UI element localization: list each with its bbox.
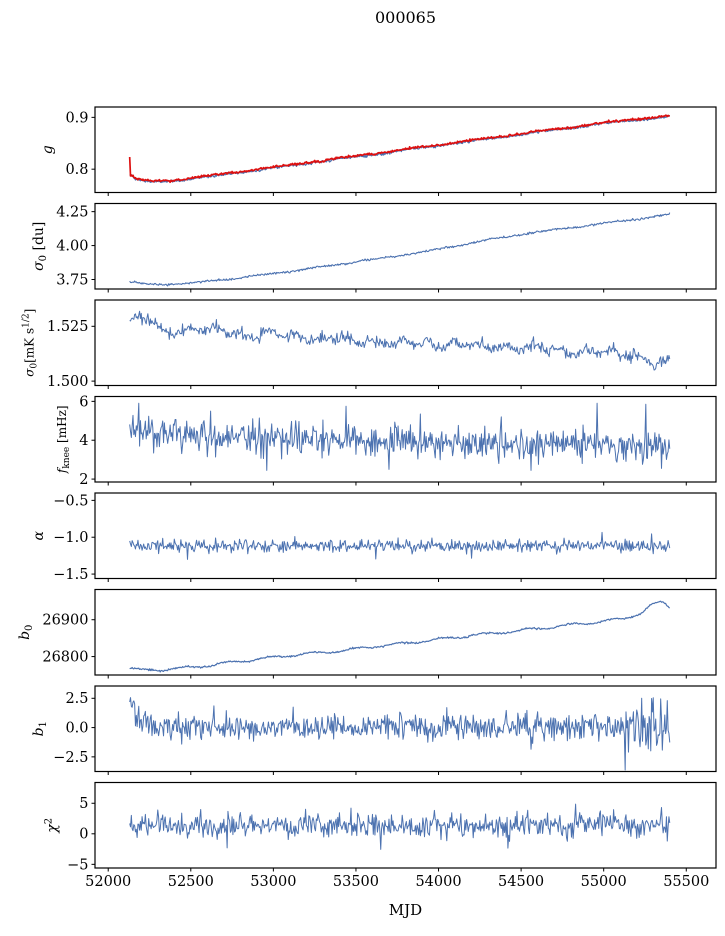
x-axis-label: MJD (388, 901, 423, 919)
x-tick-label: 55000 (581, 874, 627, 890)
panel-sigma0_du: 3.75 4.00 4.25 σ0 [du] (31, 202, 717, 293)
y-tick-label: 5 (79, 796, 88, 812)
y-tick-label: 0.8 (65, 162, 88, 178)
y-tick-label: 1.500 (47, 374, 89, 390)
panel-frame (94, 106, 717, 194)
x-tick-label: 54000 (415, 874, 461, 890)
panel-frame (94, 588, 717, 676)
y-tick-label: −1.5 (53, 567, 88, 583)
y-tick-label: 0 (79, 827, 88, 843)
panel-frame (94, 299, 717, 387)
y-tick-label: 2 (79, 472, 88, 488)
y-tick-label: −1.0 (53, 530, 88, 546)
y-tick-label: 26900 (42, 613, 88, 629)
y-axis-label: b1 (31, 721, 49, 736)
y-axis-label: b0 (17, 625, 35, 640)
series-line-sigma0_du (129, 212, 671, 287)
y-tick-label: 4.25 (56, 205, 88, 221)
panel-b1: −2.5 0.0 2.5 b1 (31, 685, 717, 775)
y-tick-label: 2.5 (65, 691, 88, 707)
y-tick-label: 0.0 (65, 721, 88, 737)
y-axis-label: σ0[mK s1/2] (22, 309, 40, 377)
panel-b0: 26800 26900 b0 (17, 588, 717, 679)
panel-frame (94, 492, 717, 580)
y-tick-label: 26800 (42, 650, 88, 666)
x-tick-label: 53500 (333, 874, 379, 890)
y-tick-label: −2.5 (53, 750, 88, 766)
y-tick-label: 4.00 (56, 239, 88, 255)
y-tick-label: 6 (79, 394, 88, 410)
y-tick-label: 0.9 (65, 110, 88, 126)
panel-f_knee: 2 4 6 fknee [mHz] (55, 394, 717, 488)
series-line-b1 (129, 697, 671, 771)
series-line-g-overlay (128, 114, 671, 184)
x-tick-label: 52000 (85, 874, 131, 890)
y-axis-label: α (31, 530, 47, 540)
panel-g: 0.8 0.9 g (40, 106, 717, 196)
x-tick-label: 53000 (250, 874, 296, 890)
panel-alpha: −1.5 −1.0 −0.5 α (31, 492, 717, 583)
y-tick-label: 4 (79, 433, 88, 449)
series-line-alpha (129, 531, 671, 560)
panel-frame (94, 395, 717, 483)
series-line-f_knee (129, 402, 671, 471)
panel-frame (94, 781, 717, 869)
y-axis-label: fknee [mHz] (55, 405, 72, 474)
panel-sigma0_mK: 1.500 1.525 σ0[mK s1/2] (22, 299, 717, 390)
y-tick-label: −5 (67, 857, 88, 873)
panel-frame (94, 202, 717, 290)
y-axis-label: g (40, 145, 56, 154)
y-axis-label: χ2 (44, 818, 61, 834)
panel-chi2: 52000 52500 53000 53500 54000 54500 55000 55500… (44, 781, 717, 890)
x-tick-label: 55500 (663, 874, 709, 890)
y-tick-label: 3.75 (56, 272, 88, 288)
x-tick-label: 54500 (498, 874, 544, 890)
x-tick-label: 52500 (168, 874, 214, 890)
y-axis-label: σ0 [du] (31, 222, 49, 271)
y-tick-label: −0.5 (53, 493, 88, 509)
panel-frame (94, 685, 717, 773)
series-line-chi2 (129, 803, 671, 850)
figure-title: 000065 (374, 8, 437, 27)
series-line-sigma0_mK (129, 310, 671, 371)
series-line-b0 (129, 600, 671, 673)
y-tick-label: 1.525 (47, 319, 89, 335)
